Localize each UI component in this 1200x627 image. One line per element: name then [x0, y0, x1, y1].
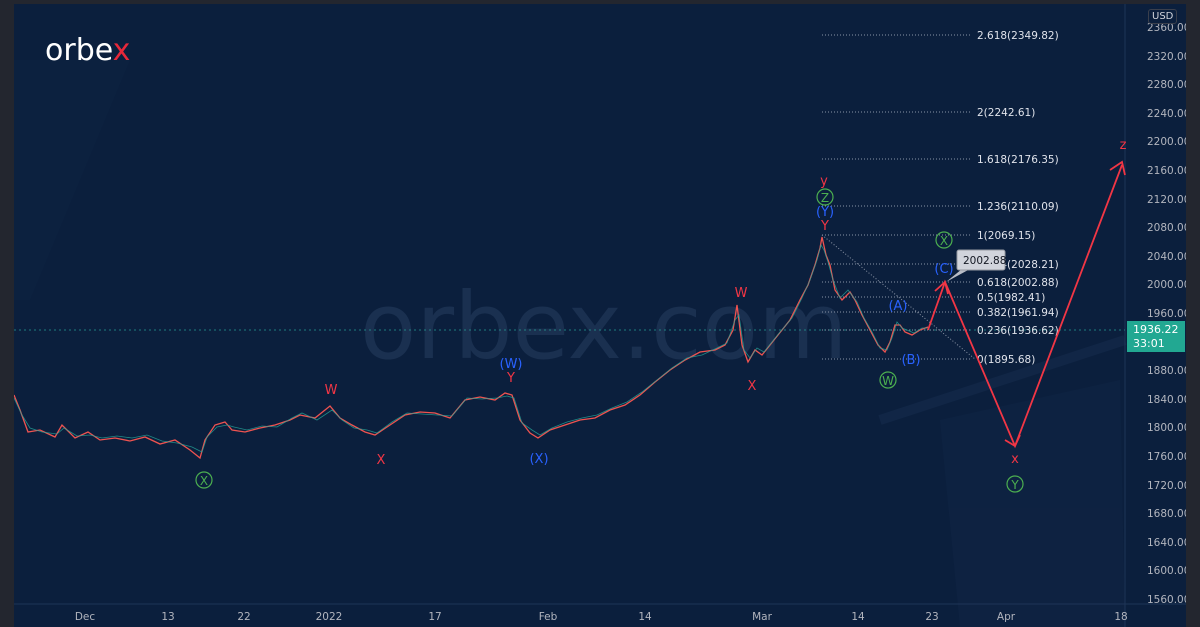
orbex-logo: orbex [45, 33, 131, 68]
svg-text:X: X [940, 234, 948, 248]
svg-text:1720.00: 1720.00 [1147, 480, 1190, 492]
currency-label[interactable]: USD [1148, 9, 1178, 24]
svg-text:Feb: Feb [539, 611, 558, 623]
svg-text:1600.00: 1600.00 [1147, 565, 1190, 577]
svg-text:Y: Y [506, 371, 515, 386]
svg-text:Y: Y [820, 219, 829, 234]
svg-text:2022: 2022 [316, 611, 343, 623]
svg-text:2240.00: 2240.00 [1147, 108, 1190, 120]
svg-text:0.236(1936.62): 0.236(1936.62) [977, 325, 1059, 337]
svg-text:(W): (W) [500, 357, 523, 372]
svg-text:1960.00: 1960.00 [1147, 308, 1190, 320]
svg-text:23: 23 [925, 611, 938, 623]
svg-text:13: 13 [161, 611, 174, 623]
svg-text:0(1895.68): 0(1895.68) [977, 354, 1035, 366]
price-candles [14, 236, 929, 460]
left-border [0, 0, 14, 627]
svg-text:14: 14 [638, 611, 652, 623]
time-axis[interactable]: Dec 13 22 2022 17 Feb 14 Mar 14 23 Apr 1… [75, 611, 1128, 623]
svg-text:0.5(1982.41): 0.5(1982.41) [977, 292, 1045, 304]
svg-text:2320.00: 2320.00 [1147, 51, 1190, 63]
svg-text:z: z [1120, 138, 1127, 153]
svg-text:2360.00: 2360.00 [1147, 22, 1190, 34]
svg-text:1(2069.15): 1(2069.15) [977, 230, 1035, 242]
svg-text:22: 22 [237, 611, 250, 623]
background-decor [14, 60, 1127, 627]
svg-text:Dec: Dec [75, 611, 96, 623]
fib-lines [822, 34, 970, 360]
svg-text:W: W [325, 383, 338, 398]
svg-text:2.618(2349.82): 2.618(2349.82) [977, 30, 1059, 42]
svg-text:1800.00: 1800.00 [1147, 422, 1190, 434]
svg-text:Mar: Mar [752, 611, 772, 623]
svg-text:0.382(1961.94): 0.382(1961.94) [977, 307, 1059, 319]
svg-text:17: 17 [428, 611, 441, 623]
svg-text:(X): (X) [529, 452, 548, 467]
svg-text:Apr: Apr [997, 611, 1016, 623]
watermark: orbex.com [360, 273, 848, 380]
svg-text:Z: Z [821, 191, 829, 205]
forecast-path [927, 160, 1126, 449]
svg-text:(B): (B) [901, 353, 920, 368]
svg-text:1.236(2110.09): 1.236(2110.09) [977, 201, 1059, 213]
last-price-tag: 1936.22 33:01 [1127, 321, 1185, 352]
svg-text:x: x [1011, 452, 1019, 467]
svg-text:1.618(2176.35): 1.618(2176.35) [977, 154, 1059, 166]
svg-text:2160.00: 2160.00 [1147, 165, 1190, 177]
bar-countdown: 33:01 [1133, 337, 1165, 350]
svg-text:y: y [820, 174, 828, 189]
svg-text:Y: Y [1010, 478, 1019, 492]
svg-text:2080.00: 2080.00 [1147, 222, 1190, 234]
svg-text:W: W [882, 374, 894, 388]
svg-text:1760.00: 1760.00 [1147, 451, 1190, 463]
fib-labels: 2.618(2349.82) 2(2242.61) 1.618(2176.35)… [977, 30, 1059, 366]
svg-text:2120.00: 2120.00 [1147, 194, 1190, 206]
svg-text:0.618(2002.88): 0.618(2002.88) [977, 277, 1059, 289]
svg-text:(A): (A) [888, 299, 907, 314]
chart-canvas[interactable]: orbex.com 2.618(2349.82) 2(2242.61) 1.61… [14, 4, 1200, 627]
svg-text:2200.00: 2200.00 [1147, 136, 1190, 148]
svg-text:2002.88: 2002.88 [963, 255, 1006, 267]
svg-text:X: X [200, 474, 208, 488]
right-border [1186, 0, 1200, 627]
svg-text:(Y): (Y) [816, 205, 834, 220]
svg-text:14: 14 [851, 611, 865, 623]
chart-frame[interactable]: orbex.com 2.618(2349.82) 2(2242.61) 1.61… [14, 4, 1200, 627]
svg-text:1880.00: 1880.00 [1147, 365, 1190, 377]
svg-text:W: W [735, 286, 748, 301]
svg-text:1560.00: 1560.00 [1147, 594, 1190, 606]
svg-text:1840.00: 1840.00 [1147, 394, 1190, 406]
price-axis[interactable]: 2360.00 2320.00 2280.00 2240.00 2200.00 … [1147, 22, 1190, 606]
svg-text:1680.00: 1680.00 [1147, 508, 1190, 520]
wave-labels: W X (W) Y (X) W X y Z (Y) Y X (A) (B) (C… [195, 138, 1127, 493]
top-border [0, 0, 1200, 4]
svg-text:2000.00: 2000.00 [1147, 279, 1190, 291]
svg-text:18: 18 [1114, 611, 1127, 623]
svg-text:X: X [377, 453, 386, 468]
svg-text:1640.00: 1640.00 [1147, 537, 1190, 549]
svg-text:2040.00: 2040.00 [1147, 251, 1190, 263]
svg-text:2(2242.61): 2(2242.61) [977, 107, 1035, 119]
svg-text:(C): (C) [934, 262, 953, 277]
price-callout: 2002.88 [946, 249, 1006, 282]
last-price-value: 1936.22 [1133, 323, 1179, 336]
svg-text:2280.00: 2280.00 [1147, 79, 1190, 91]
svg-text:X: X [748, 379, 757, 394]
